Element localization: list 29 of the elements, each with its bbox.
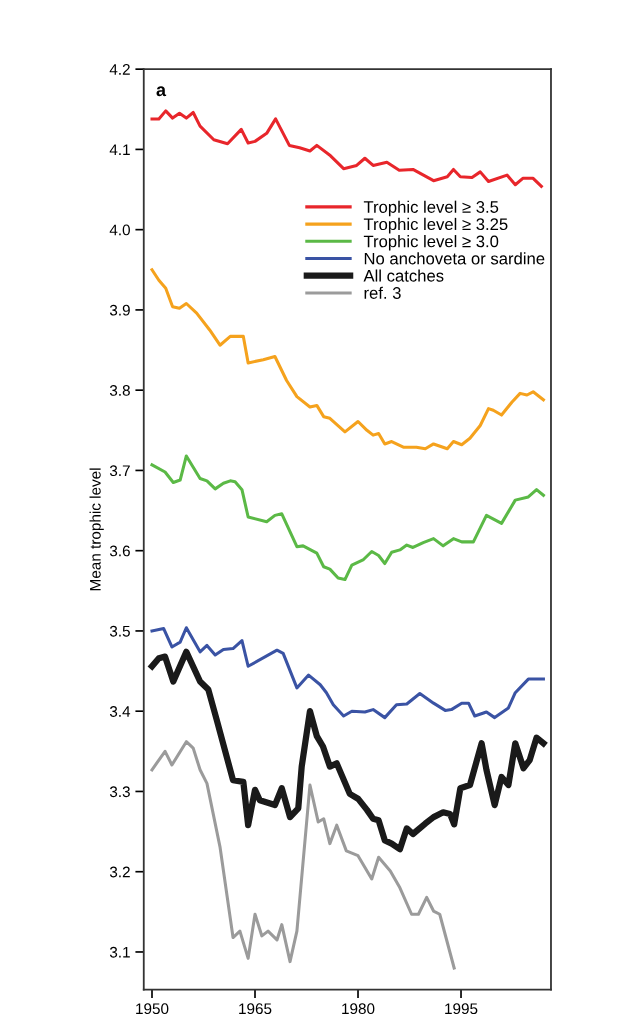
line-series (150, 626, 545, 720)
y-tick-label: 3.6 (109, 545, 130, 557)
y-tick-label: 3.3 (109, 786, 130, 798)
line-series (150, 268, 545, 451)
y-axis-title: Mean trophic level (89, 468, 104, 591)
x-tick-label: 1980 (342, 1003, 375, 1015)
y-tick-label: 4.1 (109, 144, 130, 155)
legend-label: ref. 3 (364, 286, 401, 299)
line-series (150, 454, 545, 582)
annotation: a (156, 86, 167, 97)
y-tick-label: 3.7 (109, 465, 130, 477)
line-series (150, 740, 456, 970)
y-tick-label: 3.5 (109, 625, 130, 637)
x-tick-label: 1965 (239, 1003, 272, 1015)
legend-label: Trophic level ≥ 3.5 (363, 200, 499, 217)
y-tick-label: 3.1 (109, 946, 130, 958)
y-tick-label: 3.2 (109, 866, 130, 878)
y-tick-label: 4.0 (109, 224, 130, 236)
x-tick-label: 1950 (136, 1003, 169, 1015)
line-series (150, 109, 543, 188)
y-tick-label: 3.9 (109, 304, 130, 316)
y-tick-label: 3.4 (109, 706, 131, 717)
legend-label: Trophic level ≥ 3.0 (363, 235, 499, 251)
legend-label: Trophic level ≥ 3.25 (363, 217, 508, 234)
y-tick-label: 3.8 (109, 385, 130, 396)
legend-label: All catches (363, 269, 444, 282)
legend-label: No anchoveta or sardine (364, 252, 545, 265)
x-tick-label: 1995 (445, 1003, 478, 1015)
y-tick-label: 4.2 (109, 64, 130, 75)
